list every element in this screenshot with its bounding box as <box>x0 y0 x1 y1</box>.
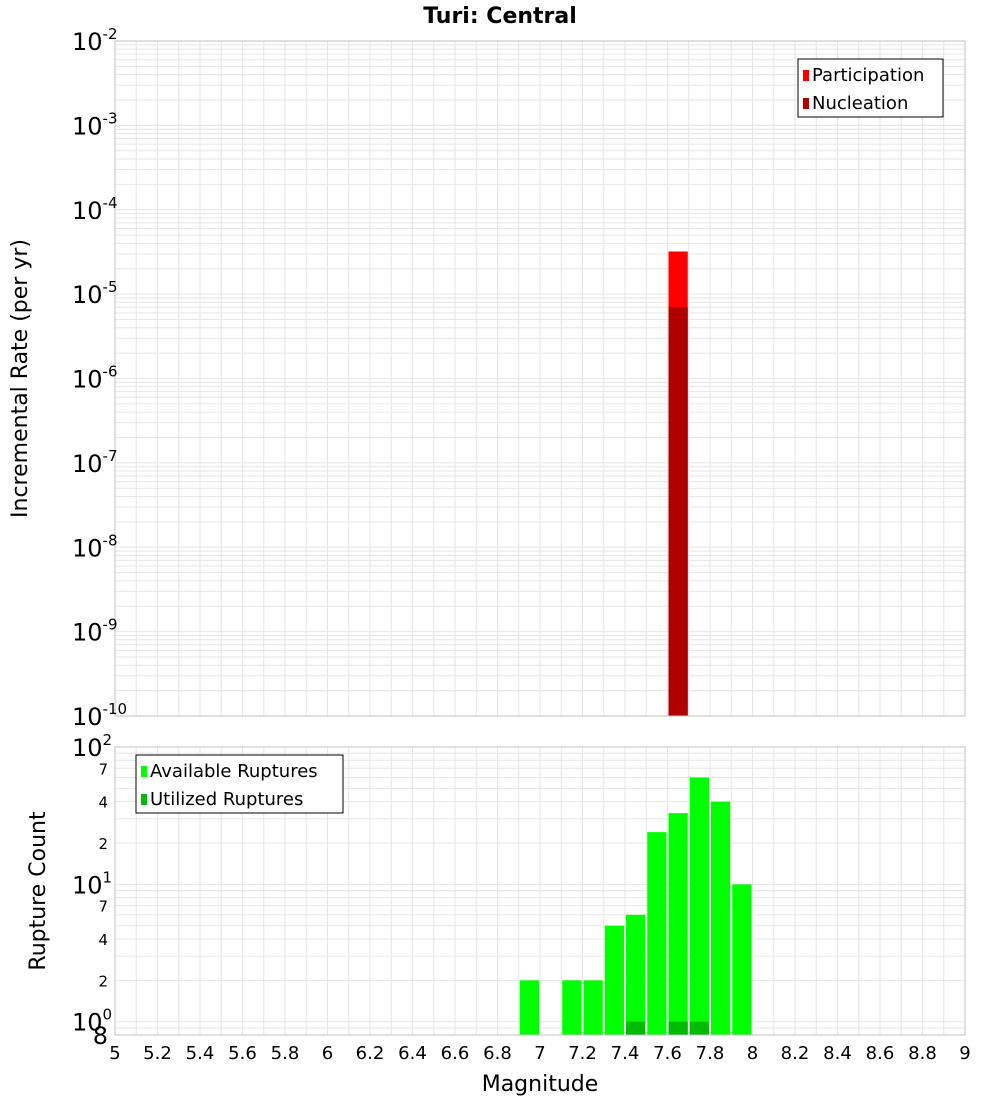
x-tick-label: 7 <box>534 1043 545 1064</box>
available-ruptures-bar <box>711 801 731 1035</box>
y-tick-label: 10-4 <box>72 194 118 225</box>
utilized-ruptures-bar <box>668 1021 688 1035</box>
x-tick-label: 5.2 <box>143 1043 172 1064</box>
x-tick-label: 5.6 <box>228 1043 257 1064</box>
x-tick-label: 8.4 <box>823 1043 852 1064</box>
top-y-axis-label: Incremental Rate (per yr) <box>8 239 33 518</box>
x-tick-label: 5 <box>109 1043 120 1064</box>
y-tick-label: 10-5 <box>72 278 118 309</box>
available-ruptures-bar <box>583 980 603 1035</box>
top-legend: Participation Nucleation <box>797 58 944 118</box>
legend-box <box>797 58 944 118</box>
y-tick-label: 2 <box>98 972 108 990</box>
y-tick-label: 7 <box>98 760 108 778</box>
y-tick-label: 4 <box>98 931 108 949</box>
y-tick-label: 10-9 <box>72 616 118 647</box>
legend-swatch <box>141 794 147 805</box>
y-tick-label: 10-7 <box>72 447 118 478</box>
top-panel-y-ticks: 10-10 10-9 10-8 10-7 10-6 10-5 10-4 10-3 10-2 <box>72 25 127 731</box>
y-tick-label: 101 <box>72 868 112 899</box>
utilized-ruptures-bar <box>626 1021 646 1035</box>
x-tick-label: 6.2 <box>356 1043 385 1064</box>
available-ruptures-bar <box>689 777 709 1035</box>
y-tick-label: 8 <box>93 1022 108 1050</box>
x-tick-label: 6 <box>322 1043 333 1064</box>
x-tick-label: 6.4 <box>398 1043 427 1064</box>
x-tick-label: 8.2 <box>781 1043 810 1064</box>
legend-label: Participation <box>812 65 924 86</box>
legend-swatch <box>141 766 147 777</box>
legend-swatch <box>803 98 809 109</box>
available-ruptures-bar <box>604 925 624 1035</box>
y-tick-label: 2 <box>98 835 108 853</box>
x-tick-label: 8.8 <box>908 1043 937 1064</box>
y-tick-label: 7 <box>98 898 108 916</box>
y-tick-label: 4 <box>98 794 108 812</box>
legend-swatch <box>803 70 809 81</box>
legend-box <box>135 754 344 814</box>
bottom-panel-frame <box>114 746 966 1036</box>
bottom-y-axis-label: Rupture Count <box>26 811 51 971</box>
legend-label: Available Ruptures <box>150 761 318 782</box>
bottom-panel-bars <box>519 777 752 1035</box>
x-tick-label: 7.2 <box>568 1043 597 1064</box>
x-tick-label: 6.8 <box>483 1043 512 1064</box>
available-ruptures-bar <box>562 980 582 1035</box>
x-tick-label: 7.8 <box>696 1043 725 1064</box>
y-tick-label: 10-8 <box>72 531 118 562</box>
available-ruptures-bar <box>647 832 667 1035</box>
x-tick-label: 8 <box>747 1043 758 1064</box>
top-panel-frame <box>114 40 966 717</box>
available-ruptures-bar <box>668 813 688 1035</box>
y-tick-label: 10-6 <box>72 363 118 394</box>
bottom-panel-x-ticks: 5 5.2 5.4 5.6 5.8 6 6.2 6.4 6.6 6.8 7 7.2 7.4 7.6 7.8 8… <box>109 1043 970 1064</box>
x-tick-label: 5.8 <box>271 1043 300 1064</box>
x-tick-label: 6.6 <box>441 1043 470 1064</box>
utilized-ruptures-bar <box>689 1021 709 1035</box>
y-tick-label: 10-10 <box>72 700 127 731</box>
x-tick-label: 7.6 <box>653 1043 682 1064</box>
available-ruptures-bar <box>626 914 646 1035</box>
y-tick-label: 10-3 <box>72 109 118 140</box>
nucleation-bar <box>668 307 688 716</box>
top-panel-bars <box>668 251 688 716</box>
y-tick-label: 100 <box>72 1006 112 1037</box>
x-axis-label: Magnitude <box>482 1072 599 1097</box>
legend-label: Utilized Ruptures <box>150 789 303 810</box>
x-tick-label: 9 <box>959 1043 970 1064</box>
y-tick-label: 10-2 <box>72 25 118 56</box>
x-tick-label: 5.4 <box>186 1043 215 1064</box>
x-tick-label: 8.6 <box>866 1043 895 1064</box>
x-tick-label: 7.4 <box>611 1043 640 1064</box>
top-panel-grid <box>114 41 966 717</box>
bottom-legend: Available Ruptures Utilized Ruptures <box>135 754 344 814</box>
available-ruptures-bar <box>519 980 539 1035</box>
y-tick-label: 102 <box>72 731 112 762</box>
chart-title: Turi: Central <box>423 4 577 29</box>
available-ruptures-bar <box>732 884 752 1035</box>
legend-label: Nucleation <box>812 93 908 114</box>
